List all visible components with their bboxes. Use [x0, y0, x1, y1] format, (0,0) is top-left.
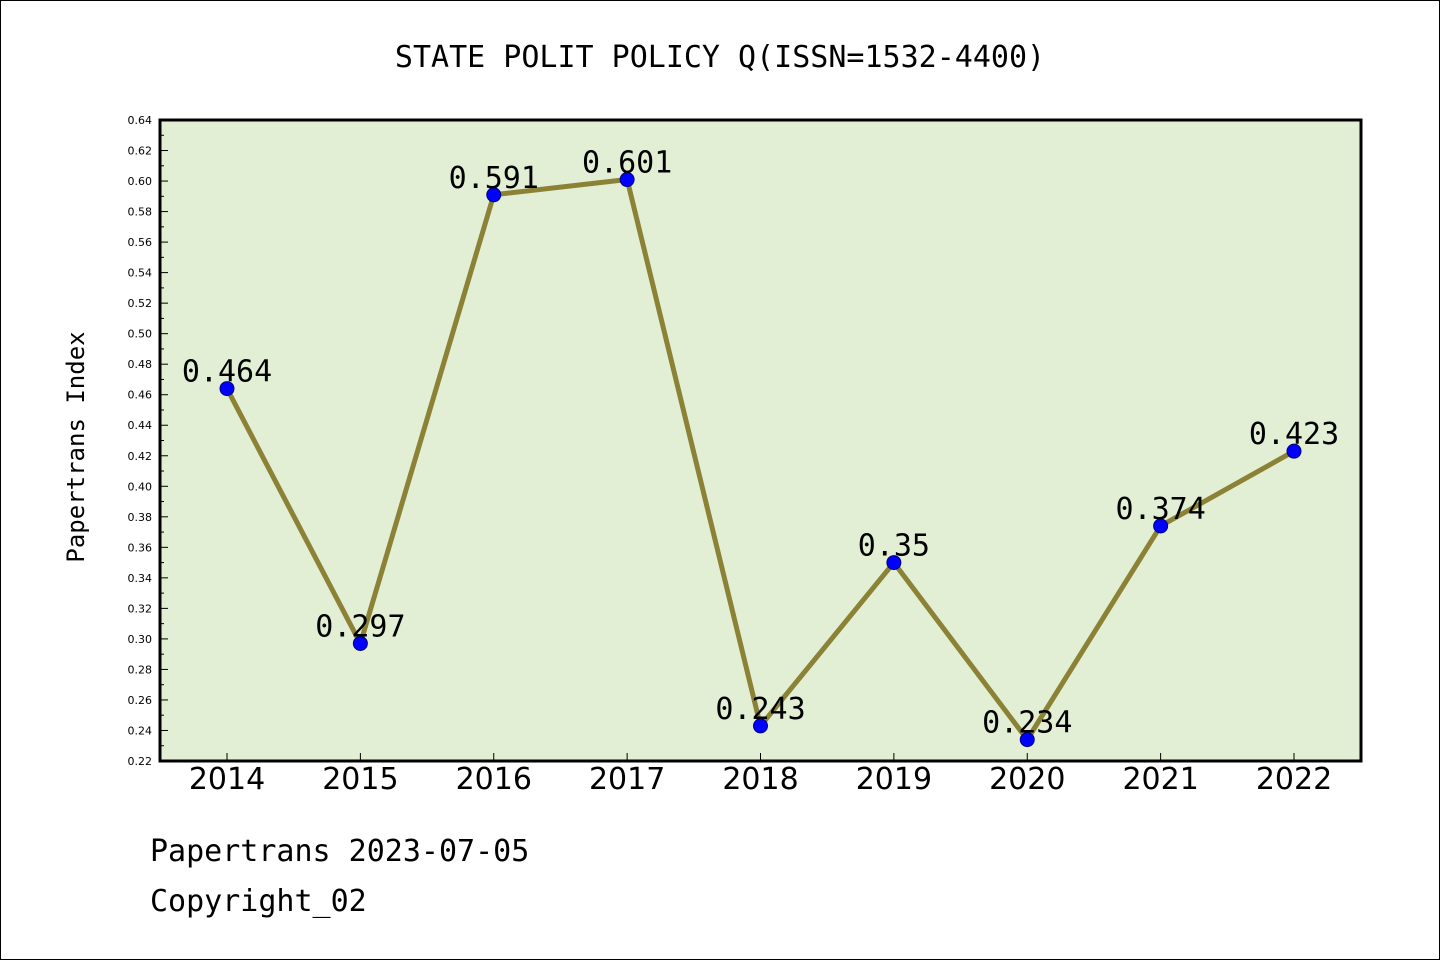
y-axis: 0.22 0.24 0.26 0.28 0.30 0.32 0.34 0.36 0.38 0.40…: [128, 114, 168, 768]
data-label: 0.464: [182, 355, 272, 390]
y-tick-label: 0.58: [128, 206, 153, 219]
y-tick-label: 0.52: [128, 297, 153, 310]
plot-area: [158, 118, 1363, 763]
data-label: 0.243: [715, 692, 805, 727]
data-point: [1286, 443, 1302, 459]
data-point: [886, 555, 902, 571]
y-tick-label: 0.44: [128, 419, 153, 432]
y-tick-label: 0.48: [128, 358, 153, 371]
y-tick-label: 0.62: [128, 145, 153, 158]
data-points: [219, 172, 1302, 748]
y-tick-label: 0.26: [128, 694, 153, 707]
x-tick-label: 2022: [1256, 762, 1332, 797]
x-tick-label: 2021: [1122, 762, 1198, 797]
y-tick-label: 0.56: [128, 236, 153, 249]
y-tick-label: 0.28: [128, 663, 153, 676]
y-tick-label: 0.42: [128, 450, 153, 463]
y-tick-label: 0.36: [128, 541, 153, 554]
data-label: 0.35: [858, 529, 930, 564]
y-tick-label: 0.34: [128, 572, 153, 585]
x-tick-label: 2018: [722, 762, 798, 797]
y-tick-label: 0.30: [128, 633, 153, 646]
y-tick-label: 0.38: [128, 511, 153, 524]
data-point: [486, 187, 502, 203]
data-label: 0.601: [582, 146, 672, 181]
data-point: [219, 381, 235, 397]
y-axis-label: Papertrans Index: [62, 331, 90, 562]
y-tick-label: 0.40: [128, 480, 153, 493]
y-tick-label: 0.24: [128, 724, 153, 737]
x-axis: 2014 2015 2016 2017 2018 2019 2020 2021 2022: [189, 753, 1332, 797]
data-label: 0.297: [315, 609, 405, 644]
data-point: [1019, 732, 1035, 748]
y-tick-label: 0.60: [128, 175, 153, 188]
y-tick-label: 0.64: [128, 114, 153, 127]
data-point: [1153, 518, 1169, 534]
y-tick-label: 0.54: [128, 267, 153, 280]
data-label: 0.374: [1115, 492, 1205, 527]
y-tick-label: 0.50: [128, 328, 153, 341]
data-point: [753, 718, 768, 734]
footer-copyright: Copyright_02: [150, 884, 367, 919]
x-tick-label: 2016: [456, 762, 532, 797]
y-tick-label: 0.46: [128, 389, 153, 402]
data-point: [352, 635, 368, 651]
y-tick-label: 0.32: [128, 602, 153, 615]
x-tick-label: 2015: [322, 762, 398, 797]
x-tick-label: 2019: [856, 762, 932, 797]
data-point: [619, 172, 635, 188]
x-tick-label: 2017: [589, 762, 665, 797]
data-label: 0.423: [1249, 417, 1339, 452]
chart-title: STATE POLIT POLICY Q(ISSN=1532-4400): [395, 40, 1045, 75]
data-label: 0.234: [982, 706, 1072, 741]
footer-date: Papertrans 2023-07-05: [150, 834, 530, 869]
data-label: 0.591: [449, 161, 539, 196]
y-tick-label: 0.22: [128, 755, 153, 768]
x-tick-label: 2020: [989, 762, 1065, 797]
x-tick-label: 2014: [189, 762, 265, 797]
data-labels: 0.464 0.297 0.591 0.601 0.243 0.35 0.234 0.374 0…: [182, 146, 1339, 741]
